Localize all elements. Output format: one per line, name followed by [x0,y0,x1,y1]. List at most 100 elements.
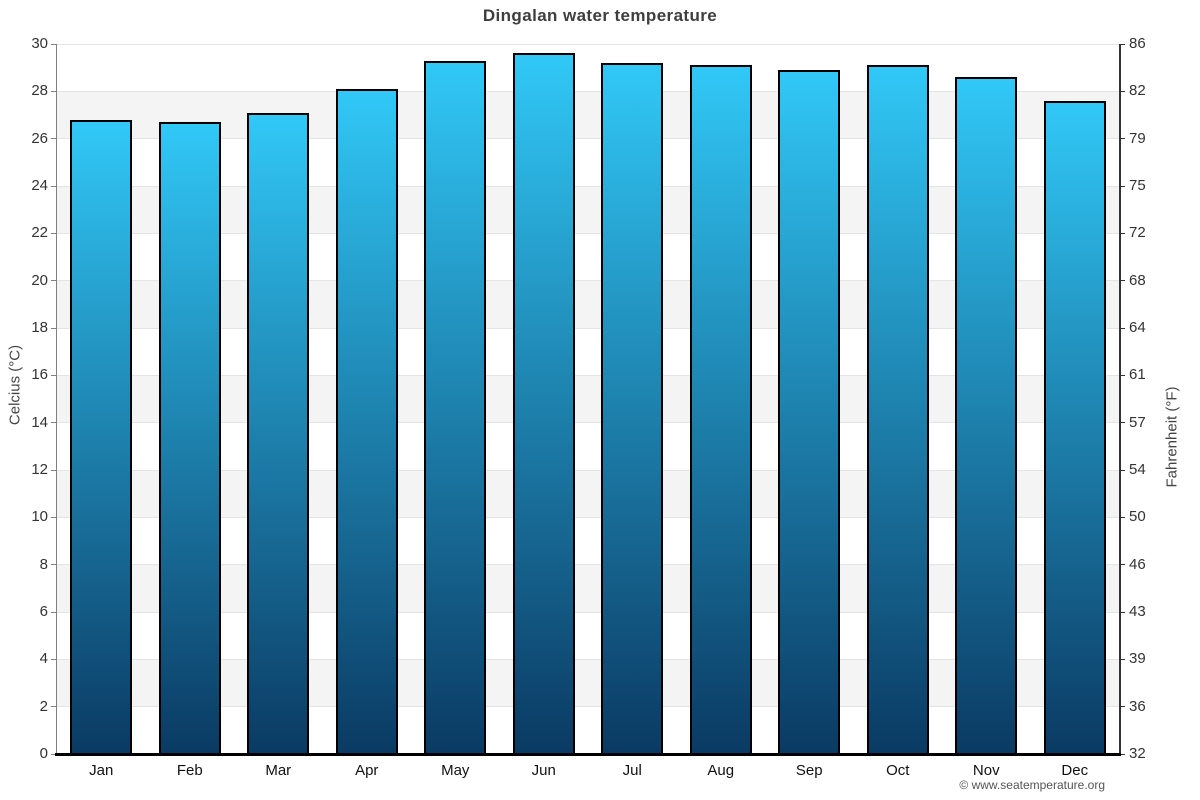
month-label: Oct [886,762,910,779]
fahrenheit-axis-title: Fahrenheit (°F) [1163,386,1181,488]
gridline [57,564,1119,566]
fahrenheit-tick-mark [1119,611,1125,613]
plot-band [57,659,1119,707]
fahrenheit-tick-label: 86 [1129,35,1146,52]
gridline [57,611,1119,613]
month-label: May [441,762,470,779]
celsius-tick-mark [51,232,57,234]
gridline [57,327,1119,329]
plot-band [57,138,1119,186]
gridline [57,232,1119,234]
fahrenheit-tick-mark [1119,564,1125,566]
chart-title: Dingalan water temperature [482,6,718,25]
month-label: Jun [531,762,556,779]
fahrenheit-tick-mark [1119,422,1125,424]
fahrenheit-tick-label: 50 [1129,508,1146,526]
temperature-bar [778,70,841,754]
plot-band [57,422,1119,470]
celsius-tick-mark [51,185,57,187]
x-axis-line [55,752,1121,756]
copyright-footer: © www.seatemperature.org [959,778,1105,792]
celsius-tick-mark [51,611,57,613]
celsius-tick-label: 8 [39,555,48,573]
celsius-tick-label: 14 [31,413,48,431]
fahrenheit-tick-label: 39 [1129,650,1146,668]
gridline [57,422,1119,424]
celsius-tick-label: 28 [31,82,48,100]
celsius-tick-label: 18 [31,319,48,336]
fahrenheit-tick-mark [1119,185,1125,187]
fahrenheit-tick-mark [1119,706,1125,708]
celsius-tick-label: 4 [39,650,48,668]
fahrenheit-tick-label: 43 [1129,603,1146,620]
fahrenheit-tick-label: 64 [1129,319,1146,336]
plot-band [57,44,1119,92]
temperature-bar [512,53,575,754]
fahrenheit-tick-label: 36 [1129,697,1146,715]
month-label: Jul [622,762,642,779]
celsius-tick-mark [51,43,57,45]
fahrenheit-tick-label: 46 [1129,555,1146,573]
plot-band [57,564,1119,612]
fahrenheit-tick-label: 32 [1129,745,1146,762]
fahrenheit-tick-label: 82 [1129,82,1146,100]
gridline [57,516,1119,518]
celsius-tick-label: 22 [31,224,48,242]
temperature-bar [247,112,310,754]
gridline [57,43,1119,45]
gridline [57,374,1119,376]
temperature-bar [1043,100,1106,754]
fahrenheit-tick-mark [1119,327,1125,329]
celsius-tick-label: 6 [39,603,48,620]
plot-band [57,517,1119,565]
celsius-tick-label: 16 [31,366,48,384]
temperature-bar [424,60,487,754]
month-label: Jan [89,762,114,779]
celsius-axis-title: Celcius (°C) [6,344,24,426]
month-label: Apr [355,762,379,779]
celsius-tick-mark [51,374,57,376]
celsius-tick-mark [51,327,57,329]
gridline [57,706,1119,708]
celsius-tick-label: 10 [31,508,48,526]
gridline [57,138,1119,140]
celsius-tick-label: 0 [39,745,48,762]
plot-band [57,328,1119,376]
celsius-tick-label: 30 [31,35,48,52]
plot-band [57,186,1119,234]
month-label: Feb [176,762,203,779]
fahrenheit-tick-label: 68 [1129,271,1146,289]
plot-band [57,470,1119,518]
fahrenheit-axis-line [1119,44,1121,754]
temperature-bar [866,65,929,754]
fahrenheit-tick-mark [1119,469,1125,471]
fahrenheit-tick-label: 61 [1129,366,1146,384]
celsius-axis-line [56,44,57,754]
temperature-bar [955,77,1018,754]
fahrenheit-tick-label: 75 [1129,177,1146,194]
fahrenheit-tick-mark [1119,232,1125,234]
gridline [57,185,1119,187]
fahrenheit-tick-mark [1119,516,1125,518]
fahrenheit-tick-mark [1119,753,1125,755]
celsius-tick-label: 24 [31,177,48,194]
celsius-tick-mark [51,90,57,92]
celsius-tick-mark [51,280,57,282]
celsius-tick-mark [51,138,57,140]
fahrenheit-tick-label: 79 [1129,129,1146,147]
celsius-tick-label: 26 [31,129,48,147]
plot-band [57,375,1119,423]
plot-band [57,706,1119,754]
fahrenheit-tick-mark [1119,658,1125,660]
gridline [57,658,1119,660]
fahrenheit-tick-mark [1119,90,1125,92]
celsius-tick-mark [51,469,57,471]
gridline [57,280,1119,282]
celsius-tick-label: 12 [31,461,48,478]
fahrenheit-tick-label: 72 [1129,224,1146,242]
fahrenheit-tick-mark [1119,138,1125,140]
temperature-bar [601,62,664,754]
month-label: Sep [795,762,823,779]
month-label: Dec [1061,762,1089,779]
